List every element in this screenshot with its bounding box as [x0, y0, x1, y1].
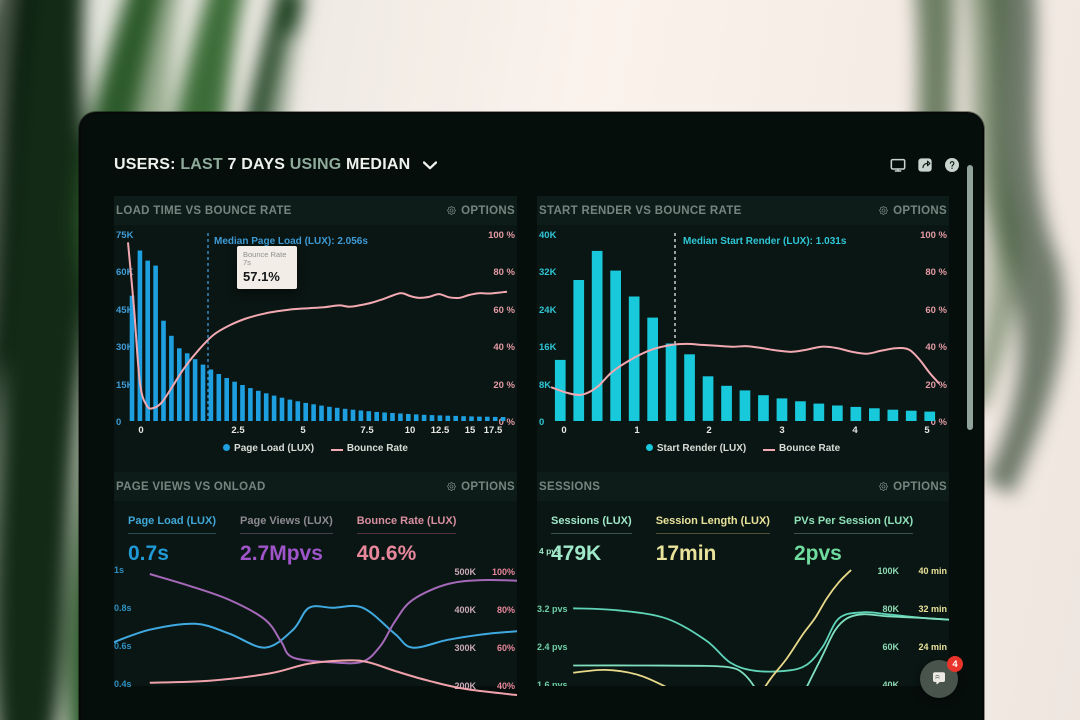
- svg-text:5: 5: [924, 425, 930, 435]
- svg-text:40 %: 40 %: [925, 342, 947, 353]
- svg-text:10: 10: [405, 425, 416, 435]
- svg-text:40%: 40%: [497, 681, 515, 691]
- svg-text:32 min: 32 min: [918, 604, 947, 614]
- svg-text:500K: 500K: [454, 567, 476, 577]
- svg-text:400K: 400K: [454, 605, 476, 615]
- svg-text:60 %: 60 %: [925, 305, 947, 316]
- svg-text:80 %: 80 %: [493, 267, 515, 278]
- svg-text:17.5: 17.5: [484, 425, 503, 435]
- svg-text:0.6s: 0.6s: [114, 641, 132, 651]
- svg-text:20 %: 20 %: [493, 380, 515, 391]
- svg-text:1s: 1s: [114, 566, 124, 575]
- svg-text:3.2 pvs: 3.2 pvs: [537, 604, 568, 614]
- svg-text:60K: 60K: [882, 642, 899, 652]
- svg-text:15: 15: [465, 425, 476, 435]
- svg-text:8K: 8K: [539, 380, 551, 391]
- svg-text:12.5: 12.5: [431, 425, 450, 435]
- svg-text:100K: 100K: [877, 566, 899, 576]
- svg-text:300K: 300K: [454, 643, 476, 653]
- svg-text:40 %: 40 %: [493, 342, 515, 353]
- svg-text:0: 0: [116, 417, 121, 428]
- svg-text:7.5: 7.5: [360, 425, 374, 435]
- svg-text:0: 0: [138, 425, 143, 435]
- svg-text:100 %: 100 %: [920, 230, 947, 241]
- svg-text:0: 0: [539, 417, 544, 428]
- svg-text:2.5: 2.5: [231, 425, 245, 435]
- svg-text:40K: 40K: [882, 680, 899, 686]
- svg-text:0.4s: 0.4s: [114, 679, 132, 689]
- svg-text:80K: 80K: [882, 604, 899, 614]
- svg-text:80%: 80%: [497, 605, 515, 615]
- svg-text:2: 2: [706, 425, 711, 435]
- svg-text:Median Start Render (LUX): 1.0: Median Start Render (LUX): 1.031s: [683, 236, 847, 247]
- svg-text:75K: 75K: [116, 230, 134, 241]
- svg-text:1: 1: [634, 425, 640, 435]
- svg-text:24K: 24K: [539, 305, 557, 316]
- svg-text:4: 4: [852, 425, 858, 435]
- svg-text:40 min: 40 min: [918, 566, 947, 576]
- svg-text:16K: 16K: [539, 342, 557, 353]
- svg-text:0: 0: [561, 425, 566, 435]
- svg-text:1.6 pvs: 1.6 pvs: [537, 680, 568, 686]
- svg-text:32K: 32K: [539, 267, 557, 278]
- svg-text:5: 5: [300, 425, 306, 435]
- svg-text:60 %: 60 %: [493, 305, 515, 316]
- svg-text:80 %: 80 %: [925, 267, 947, 278]
- svg-text:100%: 100%: [492, 567, 515, 577]
- svg-text:60%: 60%: [497, 643, 515, 653]
- svg-text:0.8s: 0.8s: [114, 603, 132, 613]
- svg-text:3: 3: [779, 425, 784, 435]
- svg-text:100 %: 100 %: [488, 230, 515, 241]
- svg-text:2.4 pvs: 2.4 pvs: [537, 642, 568, 652]
- svg-text:40K: 40K: [539, 230, 557, 241]
- svg-text:24 min: 24 min: [918, 642, 947, 652]
